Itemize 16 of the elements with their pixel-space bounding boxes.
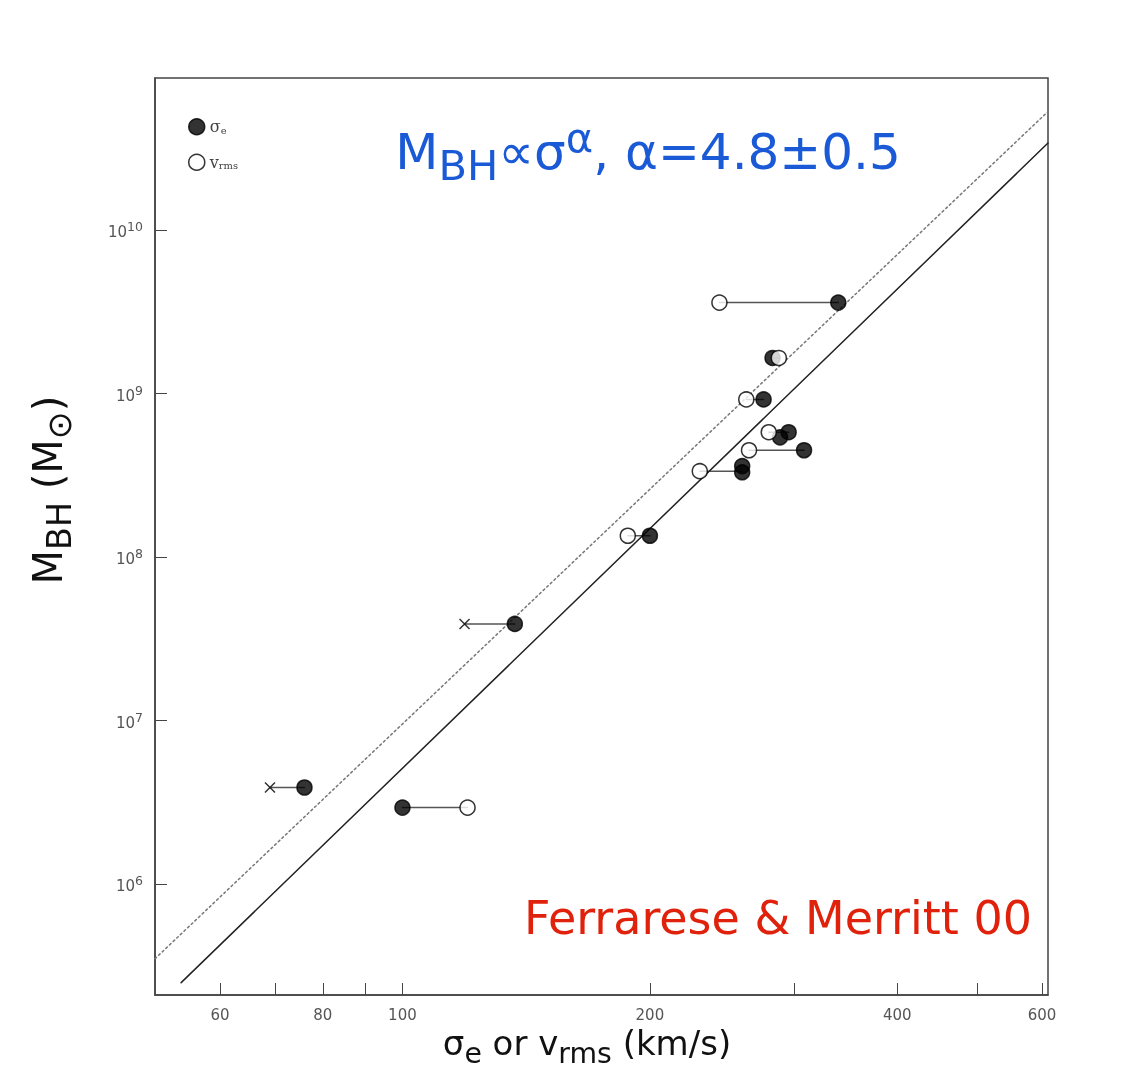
- y-tick-label: 10$^{7}$: [115, 709, 143, 732]
- annotation: M$_{BH}$∝σ$^{α}$, α=4.8±0.5: [395, 112, 901, 191]
- legend-label: vrms: [208, 152, 239, 172]
- y-tick-label: 10$^{9}$: [115, 382, 143, 405]
- x-tick-label: 400: [883, 1005, 912, 1024]
- y-tick-label: 10$^{6}$: [115, 872, 143, 895]
- legend-label: σe: [209, 117, 227, 137]
- y-tick-label: 10$^{10}$: [108, 218, 143, 241]
- x-tick-label: 80: [313, 1005, 333, 1024]
- x-tick-label: 100: [388, 1005, 417, 1024]
- x-axis-title: σ$_{e}$ or v$_{rms}$ (km/s): [442, 1022, 732, 1070]
- x-tick-label: 600: [1027, 1005, 1057, 1024]
- x-tick-label: 60: [210, 1005, 230, 1024]
- y-tick-label: 10$^{8}$: [115, 545, 143, 568]
- x-tick-label: 200: [635, 1005, 665, 1024]
- annotation: Ferrarese & Merritt 00: [523, 891, 1032, 945]
